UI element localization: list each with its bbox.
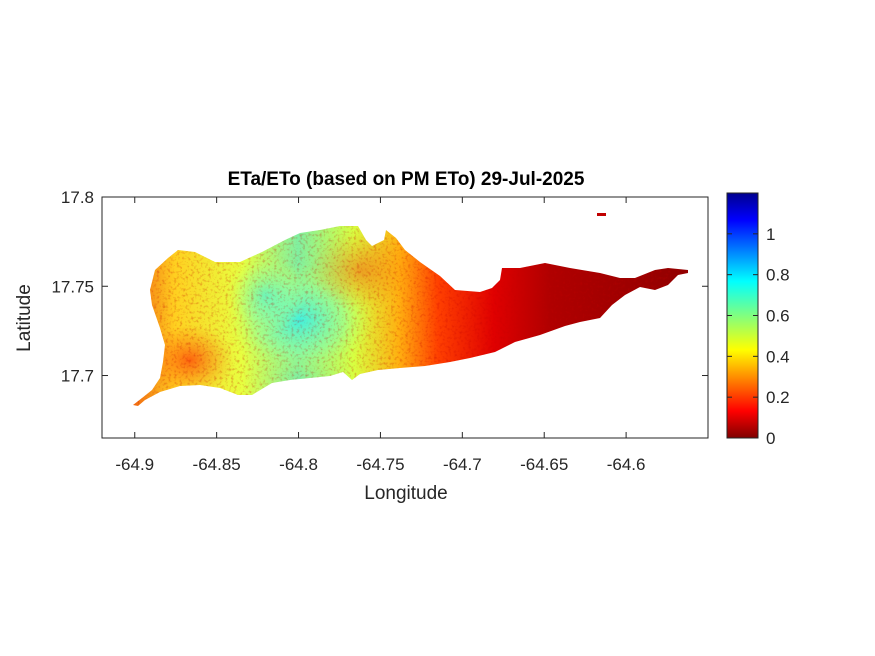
chart-title: ETa/ETo (based on PM ETo) 29-Jul-2025	[228, 169, 585, 190]
colorbar-ticks: 0 0.2 0.4 0.6 0.8 1	[727, 225, 790, 448]
colorbar-tick-label: 0.4	[766, 347, 790, 366]
x-tick-label: -64.8	[279, 455, 318, 474]
y-tick-label: 17.8	[61, 188, 94, 207]
colorbar	[726, 192, 759, 439]
x-tick-label: -64.6	[607, 455, 646, 474]
y-tick-label: 17.7	[61, 367, 94, 386]
colorbar-tick-label: 1	[766, 225, 775, 244]
y-axis: 17.7 17.75 17.8	[51, 188, 708, 386]
x-tick-label: -64.7	[443, 455, 482, 474]
colorbar-tick-label: 0.6	[766, 307, 790, 326]
x-axis: -64.9 -64.85 -64.8 -64.75 -64.7 -64.65 -64.6	[115, 197, 645, 474]
y-tick-label: 17.75	[51, 277, 94, 296]
colorbar-tick-label: 0	[766, 429, 775, 448]
x-axis-label: Longitude	[364, 483, 447, 504]
y-axis-label: Latitude	[14, 284, 35, 352]
x-tick-label: -64.9	[115, 455, 154, 474]
x-tick-label: -64.65	[520, 455, 568, 474]
islet	[597, 213, 606, 216]
x-tick-label: -64.75	[356, 455, 404, 474]
colorbar-tick-label: 0.2	[766, 388, 790, 407]
x-tick-label: -64.85	[193, 455, 241, 474]
colorbar-tick-label: 0.8	[766, 266, 790, 285]
